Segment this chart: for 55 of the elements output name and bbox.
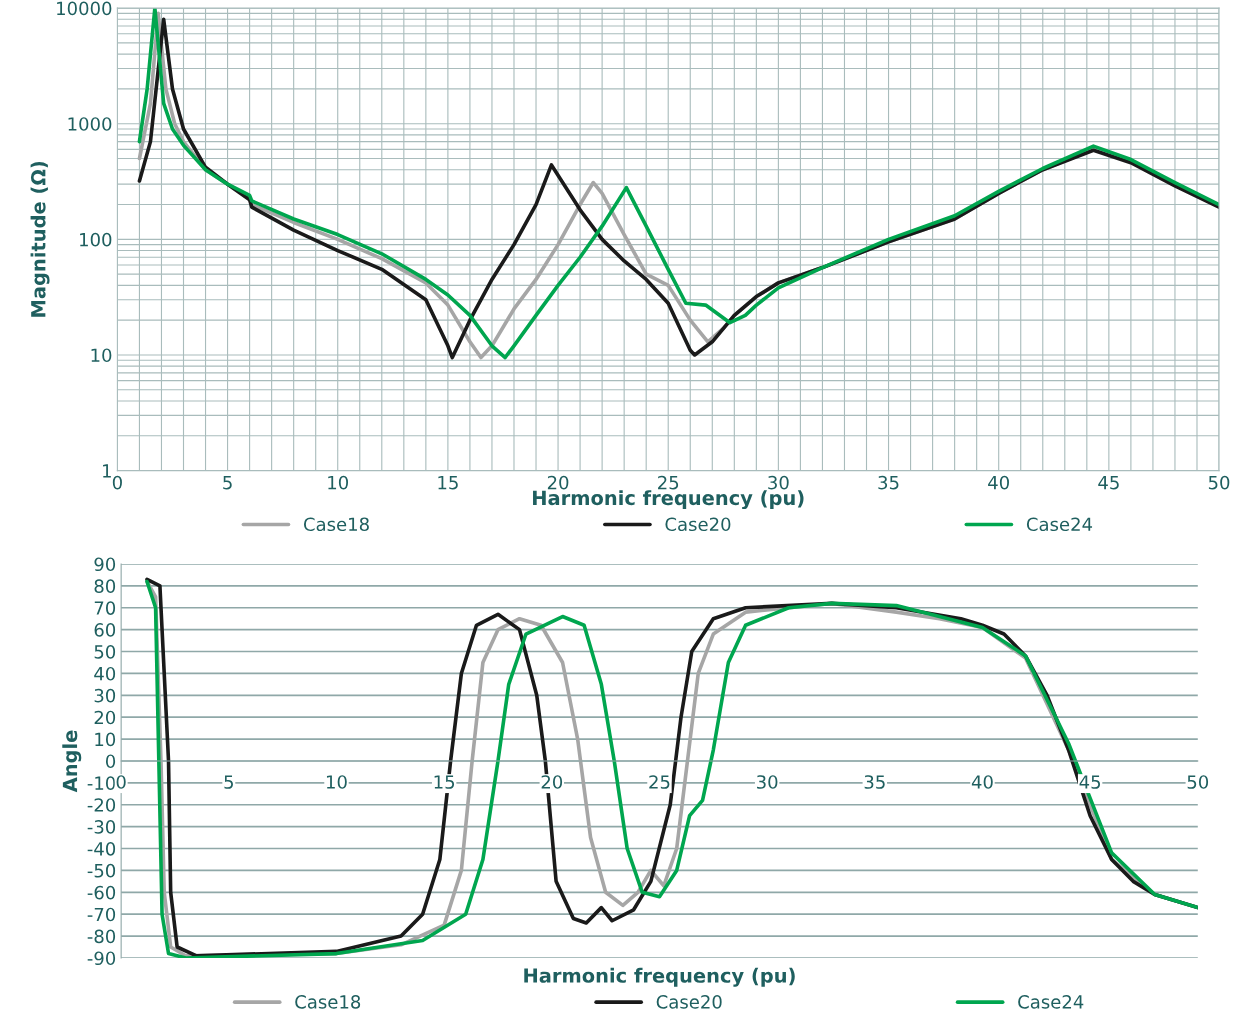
- x-tick-label: 40: [971, 775, 993, 789]
- x-tick-label: 25: [658, 475, 679, 490]
- x-tick-label: 40: [988, 475, 1009, 490]
- y-tick-label: 10000: [57, 1, 112, 16]
- x-axis-title: Harmonic frequency (pu): [533, 490, 804, 510]
- legend-label: Case24: [1026, 517, 1093, 532]
- y-tick-label: 30: [94, 688, 116, 703]
- y-tick-label: -10: [87, 776, 116, 790]
- y-tick-label: -60: [87, 885, 116, 900]
- x-tick-label: 20: [547, 475, 569, 490]
- x-tick-label: 30: [757, 775, 778, 789]
- legend-label: Case24: [1018, 995, 1084, 1009]
- x-tick-label: 35: [878, 475, 899, 490]
- legend-label: Case18: [295, 995, 361, 1009]
- x-tick-label: 50: [1187, 775, 1209, 789]
- y-axis-title: Magnitude (Ω): [30, 161, 50, 317]
- x-tick-label: 30: [768, 475, 789, 490]
- x-tick-label: 15: [434, 775, 455, 789]
- y-tick-label: -50: [87, 863, 116, 878]
- y-tick-label: 60: [94, 623, 116, 637]
- x-tick-label: 20: [541, 775, 563, 789]
- y-tick-label: 10: [91, 348, 112, 363]
- x-tick-label: 15: [438, 476, 458, 490]
- x-tick-label: 45: [1079, 775, 1101, 789]
- x-tick-label: 5: [224, 775, 233, 789]
- y-tick-label: -40: [87, 841, 116, 856]
- y-tick-label: 1: [103, 464, 111, 478]
- x-tick-label: 0: [116, 775, 126, 789]
- x-tick-label: 45: [1098, 476, 1119, 490]
- x-tick-label: 35: [864, 775, 885, 789]
- x-tick-label: 5: [223, 476, 232, 490]
- y-tick-label: 10: [95, 732, 116, 747]
- y-tick-label: 80: [94, 579, 116, 593]
- legend-label: Case20: [656, 995, 722, 1009]
- x-tick-label: 10: [326, 775, 347, 789]
- y-tick-label: 100: [80, 232, 112, 247]
- y-axis-title: Angle: [62, 730, 82, 793]
- y-tick-label: -80: [87, 929, 116, 944]
- x-tick-label: 10: [328, 475, 349, 490]
- y-tick-label: 90: [94, 557, 116, 572]
- y-tick-label: -70: [87, 907, 116, 922]
- y-tick-label: 70: [94, 601, 116, 615]
- x-tick-label: 25: [649, 775, 670, 789]
- y-tick-label: 20: [94, 710, 116, 725]
- x-tick-label: 50: [1208, 475, 1230, 490]
- y-tick-label: -30: [87, 820, 116, 834]
- y-tick-label: 40: [94, 666, 116, 681]
- legend-label: Case20: [665, 517, 731, 532]
- x-axis-title: Harmonic frequency (pu): [524, 967, 795, 987]
- legend-label: Case18: [303, 517, 369, 532]
- y-tick-label: 0: [105, 754, 116, 769]
- y-tick-label: 1000: [68, 117, 112, 131]
- y-tick-label: 50: [94, 645, 116, 659]
- y-tick-label: -20: [87, 798, 116, 812]
- y-tick-label: -90: [87, 951, 116, 966]
